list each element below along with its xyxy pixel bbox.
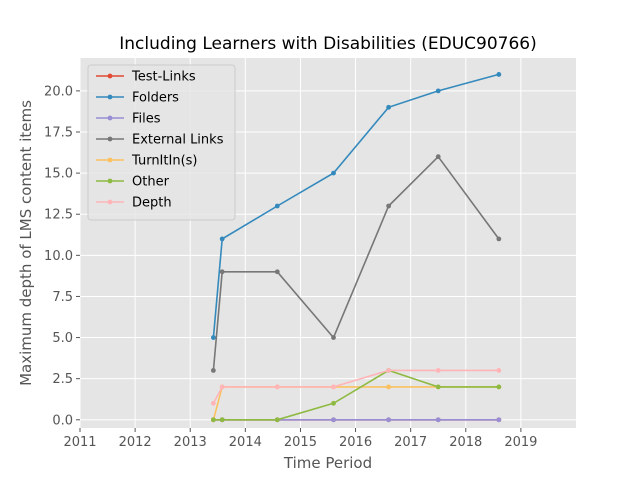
data-point bbox=[435, 417, 441, 423]
data-point bbox=[496, 72, 502, 77]
legend: Test-Links Folders Files External Links Turn… bbox=[87, 64, 236, 221]
data-point bbox=[496, 368, 502, 373]
legend-label: Folders bbox=[132, 91, 179, 106]
legend-label: Test-Links bbox=[131, 70, 196, 85]
legend-marker bbox=[107, 157, 113, 163]
legend-label: TurnItIn(s) bbox=[131, 154, 197, 169]
legend-marker bbox=[107, 178, 113, 184]
data-point bbox=[274, 269, 280, 275]
y-axis-label: Maximum depth of LMS content items bbox=[17, 100, 35, 386]
y-tick-label: 7.5 bbox=[52, 290, 73, 305]
data-point bbox=[219, 236, 225, 242]
legend-item: External Links bbox=[96, 133, 224, 148]
data-point bbox=[219, 417, 225, 423]
data-point bbox=[210, 335, 216, 340]
x-tick-label: 2011 bbox=[63, 435, 96, 450]
data-point bbox=[219, 269, 225, 275]
x-tick-label: 2019 bbox=[504, 435, 537, 450]
data-point bbox=[496, 384, 502, 390]
legend-item: TurnItIn(s) bbox=[96, 154, 197, 169]
data-point bbox=[210, 400, 216, 406]
legend-label: External Links bbox=[132, 133, 224, 148]
y-tick-label: 12.5 bbox=[44, 208, 73, 223]
data-point bbox=[219, 384, 225, 390]
legend-marker bbox=[107, 94, 113, 100]
y-axis-ticks: 0.0 2.5 5.0 7.5 10.0 12.5 15.0 17.5 20.0 bbox=[44, 84, 80, 428]
data-point bbox=[496, 417, 502, 423]
data-point bbox=[435, 154, 441, 160]
legend-label: Files bbox=[132, 112, 161, 127]
data-point bbox=[435, 384, 441, 390]
y-tick-label: 17.5 bbox=[44, 126, 73, 141]
legend-marker bbox=[107, 115, 113, 121]
y-tick-label: 5.0 bbox=[52, 331, 73, 346]
data-point bbox=[386, 104, 392, 110]
legend-item: Files bbox=[96, 112, 161, 127]
data-point bbox=[210, 417, 216, 423]
data-point bbox=[331, 384, 336, 390]
legend-label: Other bbox=[132, 175, 170, 190]
data-point bbox=[386, 384, 392, 390]
y-tick-label: 15.0 bbox=[44, 167, 73, 182]
series-depth bbox=[210, 368, 502, 406]
data-point bbox=[210, 368, 216, 373]
x-axis-label: Time Period bbox=[283, 454, 372, 472]
x-tick-label: 2015 bbox=[284, 435, 317, 450]
series-folders bbox=[210, 72, 502, 340]
data-point bbox=[386, 368, 392, 373]
data-point bbox=[331, 335, 336, 340]
chart-title: Including Learners with Disabilities (ED… bbox=[119, 34, 536, 54]
y-tick-label: 2.5 bbox=[52, 372, 73, 387]
data-point bbox=[331, 400, 336, 406]
data-point bbox=[331, 417, 336, 423]
legend-item: Other bbox=[96, 175, 170, 190]
legend-marker bbox=[107, 73, 113, 79]
y-tick-label: 0.0 bbox=[52, 413, 73, 428]
data-point bbox=[274, 203, 280, 209]
legend-label: Depth bbox=[132, 196, 172, 211]
data-point bbox=[386, 203, 392, 209]
data-point bbox=[496, 236, 502, 242]
data-point bbox=[435, 88, 441, 94]
y-tick-label: 10.0 bbox=[44, 249, 73, 264]
y-tick-label: 20.0 bbox=[44, 84, 73, 99]
x-tick-label: 2013 bbox=[174, 435, 207, 450]
data-point bbox=[386, 417, 392, 423]
legend-marker bbox=[107, 199, 113, 205]
x-tick-label: 2012 bbox=[119, 435, 152, 450]
x-tick-label: 2016 bbox=[339, 435, 372, 450]
legend-box bbox=[87, 64, 236, 221]
legend-item: Test-Links bbox=[96, 70, 196, 85]
legend-item: Folders bbox=[96, 91, 179, 106]
data-point bbox=[274, 384, 280, 390]
legend-item: Depth bbox=[96, 196, 172, 211]
legend-marker bbox=[107, 136, 113, 142]
x-tick-label: 2017 bbox=[394, 435, 427, 450]
data-point bbox=[435, 368, 441, 373]
data-point bbox=[331, 170, 336, 176]
x-tick-label: 2014 bbox=[229, 435, 262, 450]
series-external-links bbox=[210, 154, 502, 373]
x-tick-label: 2018 bbox=[449, 435, 482, 450]
data-point bbox=[274, 417, 280, 423]
series-lines bbox=[210, 72, 502, 423]
x-axis-ticks: 2011 2012 2013 2014 2015 2016 2017 2018 2019 bbox=[63, 428, 537, 450]
